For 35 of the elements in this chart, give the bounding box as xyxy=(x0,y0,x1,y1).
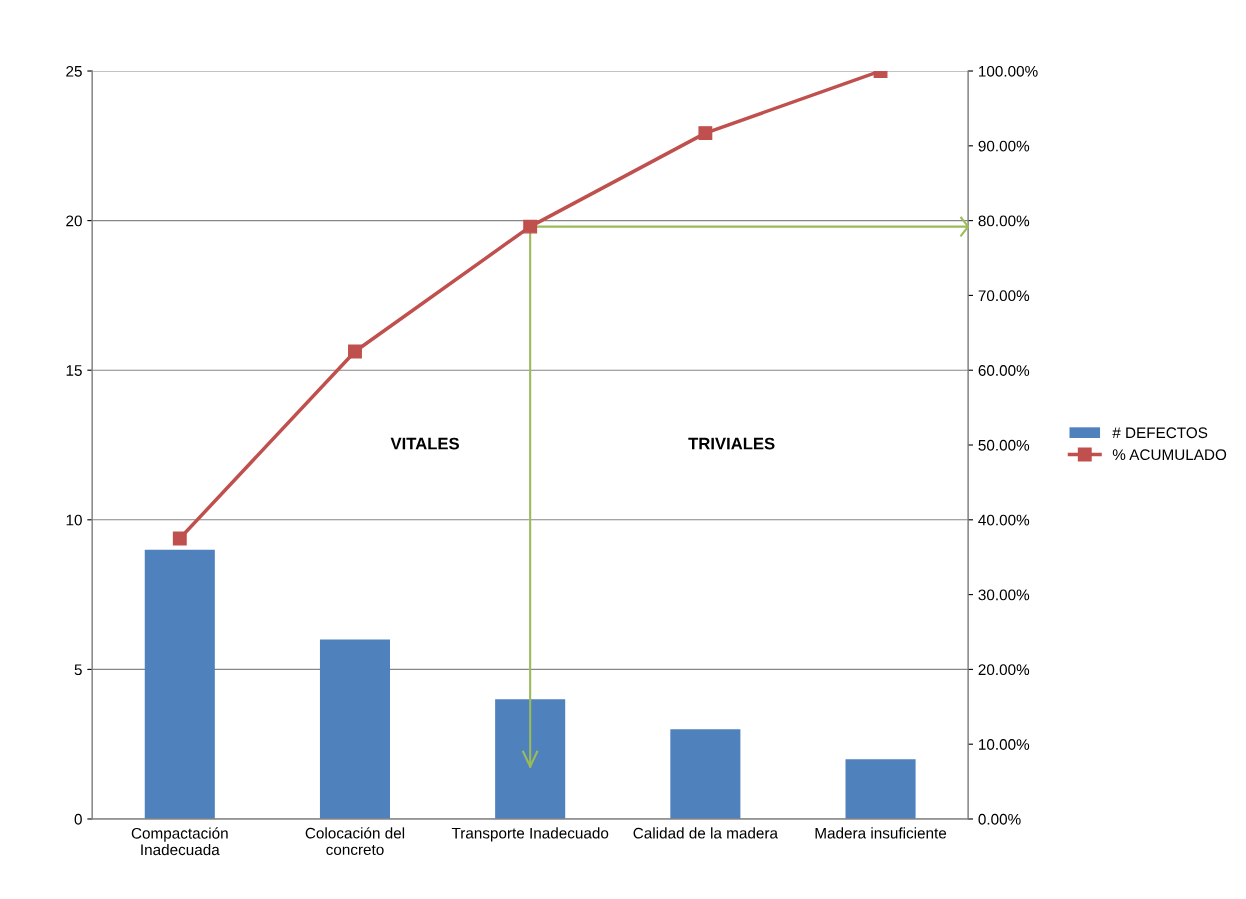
y2-tick-label: 10.00% xyxy=(979,739,1030,750)
y2-tick-label: 30.00% xyxy=(978,589,1030,601)
y2-tick-label: 0.00% xyxy=(978,813,1021,825)
legend-label: # DEFECTOS xyxy=(1112,427,1208,439)
x-tick-label: Calidad de la madera xyxy=(633,827,778,839)
y2-tick-label: 100.00% xyxy=(979,65,1038,77)
y2-tick-label: 70.00% xyxy=(978,290,1030,302)
bar xyxy=(845,759,916,819)
point xyxy=(172,531,187,546)
y-tick-label: 15 xyxy=(66,365,82,376)
y2-tick-label: 80.00% xyxy=(978,215,1030,227)
bar xyxy=(495,699,566,819)
y-tick-label: 0 xyxy=(74,813,82,825)
bar xyxy=(319,639,391,819)
x-tick-label: Colocación del concreto xyxy=(305,827,405,855)
legend-label: % ACUMULADO xyxy=(1112,449,1227,461)
x-tick-label: Madera insuficiente xyxy=(815,827,947,839)
y2-tick-label: 60.00% xyxy=(978,365,1030,376)
y2-tick-label: 50.00% xyxy=(978,439,1030,451)
bar xyxy=(144,549,215,819)
y2-tick-label: 90.00% xyxy=(978,140,1030,152)
bar xyxy=(670,729,741,819)
y-tick-label: 20 xyxy=(66,215,82,227)
x-tick-label: Transporte Inadecuado xyxy=(451,827,609,842)
y2-tick-label: 40.00% xyxy=(978,514,1030,526)
point xyxy=(348,344,362,359)
y-tick-label: 5 xyxy=(74,664,82,676)
point xyxy=(523,219,538,234)
x-tick-label: Compactación Inadecuada xyxy=(131,827,228,856)
annotation: TRIVIALES xyxy=(688,437,775,450)
y2-tick-label: 20.00% xyxy=(978,664,1030,676)
annotation: VITALES xyxy=(390,437,459,450)
y-tick-label: 25 xyxy=(66,65,82,77)
y-tick-label: 10 xyxy=(66,514,82,526)
point xyxy=(698,126,713,141)
